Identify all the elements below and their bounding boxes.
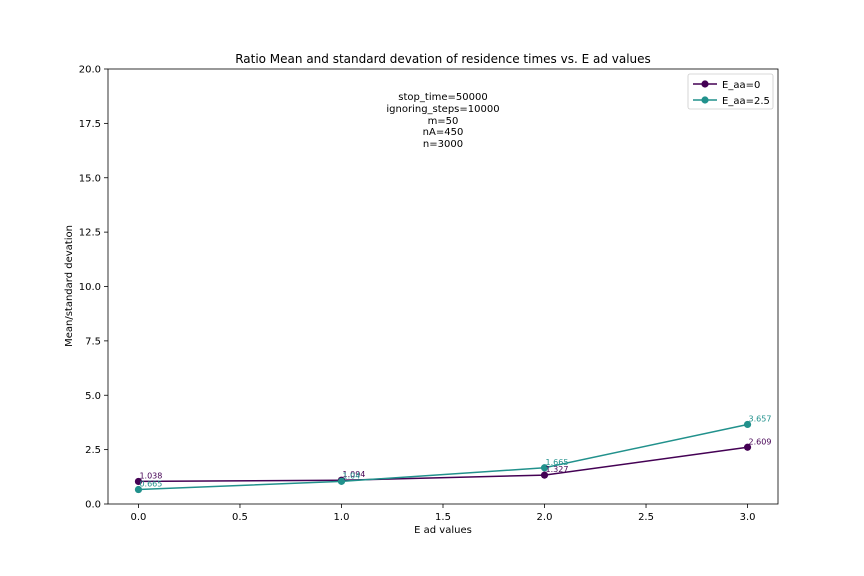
legend-label-e-aa-0: E_aa=0 (722, 80, 760, 91)
x-tick-label: 0.5 (232, 512, 248, 523)
x-tick-label: 1.5 (435, 512, 451, 523)
data-label-e-aa-2-5: 1.04 (342, 471, 360, 480)
data-labels: 1.038 1.094 1.327 2.609 0.665 1.04 1.665 3.657 (139, 414, 771, 488)
x-tick-label: 1.0 (334, 512, 350, 523)
x-tick-label: 0.0 (131, 512, 147, 523)
y-tick-label: 7.5 (85, 336, 101, 347)
y-tick-label: 20.0 (79, 65, 101, 76)
y-tick-label: 0.0 (85, 500, 101, 511)
data-point-e-aa-2-5 (743, 420, 752, 429)
y-tick-label: 17.5 (79, 119, 101, 130)
data-label-e-aa-2-5: 3.657 (749, 414, 772, 423)
x-tick-label: 2.5 (638, 512, 654, 523)
annotation-line: stop_time=50000 (398, 92, 487, 103)
parameters-annotation: stop_time=50000 ignoring_steps=10000 m=5… (386, 92, 499, 150)
chart-title: Ratio Mean and standard devation of resi… (235, 52, 651, 66)
data-point-e-aa-0 (134, 477, 143, 486)
y-tick-label: 2.5 (85, 445, 101, 456)
y-tick-label: 15.0 (79, 173, 101, 184)
series-layer (134, 420, 752, 494)
series-line-e-aa-0 (138, 446, 748, 483)
y-axis-label: Mean/standard devation (64, 225, 75, 347)
data-label-e-aa-0: 2.609 (749, 437, 772, 446)
data-label-e-aa-0: 1.327 (546, 465, 569, 474)
y-tick-label: 12.5 (79, 228, 101, 239)
y-tick-label: 5.0 (85, 391, 101, 402)
data-label-e-aa-2-5: 1.665 (546, 458, 569, 467)
annotation-line: n=3000 (423, 139, 463, 150)
data-label-e-aa-0: 1.038 (139, 471, 162, 480)
series-line-e-aa-2-5 (138, 423, 748, 491)
data-point-e-aa-0 (743, 443, 752, 451)
annotation-line: nA=450 (423, 127, 464, 138)
legend-label-e-aa-2-5: E_aa=2.5 (722, 96, 770, 107)
y-tick-label: 10.0 (79, 282, 101, 293)
data-point-e-aa-2-5 (540, 464, 549, 472)
data-label-e-aa-2-5: 0.665 (139, 480, 162, 489)
x-tick-label: 3.0 (740, 512, 756, 523)
x-tick-label: 2.0 (537, 512, 553, 523)
data-point-e-aa-2-5 (337, 477, 346, 485)
data-point-e-aa-0 (540, 471, 549, 479)
annotation-line: ignoring_steps=10000 (386, 104, 499, 115)
data-label-e-aa-0: 1.094 (342, 470, 365, 479)
legend-marker-e-aa-2-5 (701, 96, 709, 104)
legend-marker-e-aa-0 (701, 80, 709, 88)
annotation-line: m=50 (428, 116, 459, 127)
x-axis-ticks: 0.0 0.5 1.0 1.5 2.0 2.5 3.0 (131, 504, 756, 523)
plot-area-frame (107, 68, 779, 505)
legend: E_aa=0 E_aa=2.5 (687, 73, 774, 110)
y-axis-ticks: 0.0 2.5 5.0 7.5 10.0 12.5 15.0 17.5 20.0 (79, 65, 108, 511)
data-point-e-aa-2-5 (134, 485, 143, 494)
x-axis-label: E ad values (414, 525, 472, 536)
